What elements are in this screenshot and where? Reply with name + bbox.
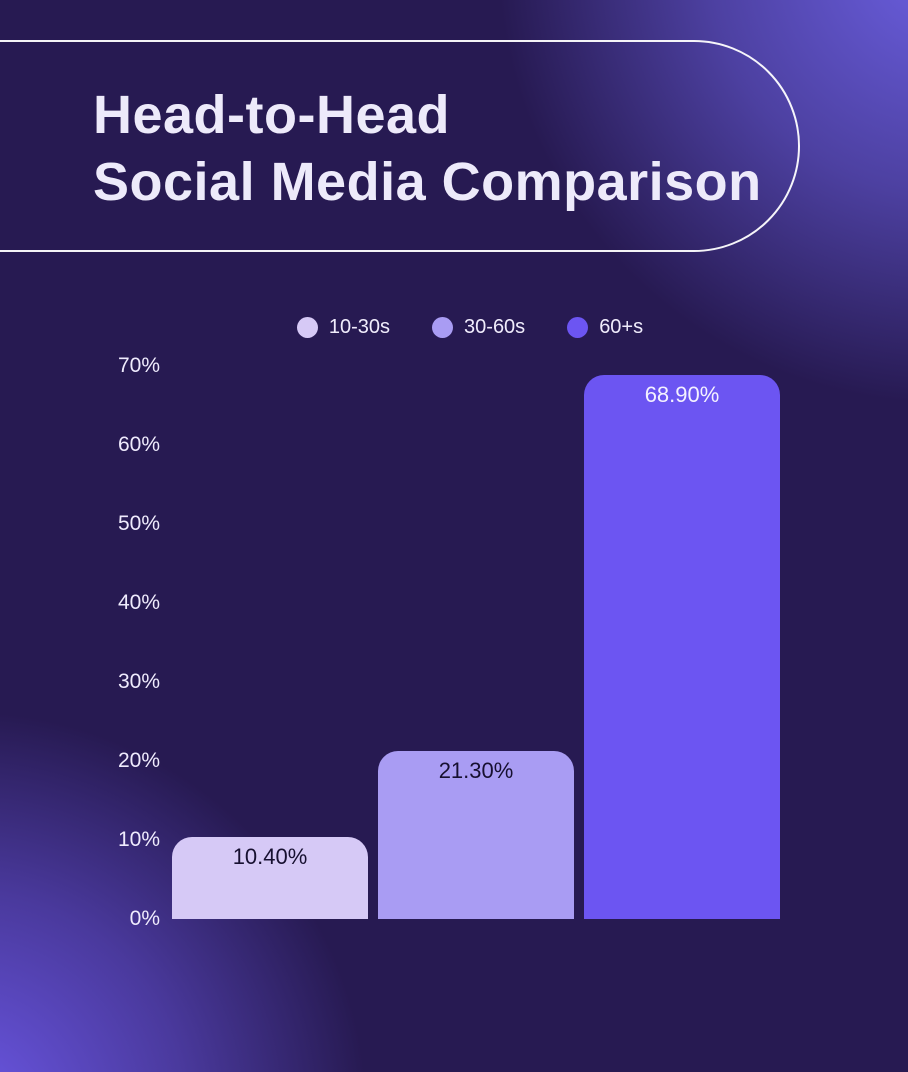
header-outline-pill (0, 40, 800, 252)
bar-value-label: 21.30% (438, 757, 514, 783)
legend-item-10-30s: 10-30s (296, 316, 391, 339)
legend-item-60plus: 60+s (567, 316, 643, 339)
bar-30-60s: 21.30% (378, 750, 574, 919)
bar-10-30s: 10.40% (172, 836, 368, 919)
page-title-line1: Head-to-Head (93, 85, 451, 145)
legend-dot-icon (296, 317, 318, 338)
y-tick-30: 30% (117, 670, 160, 693)
legend-dot-icon (432, 317, 454, 338)
legend-label: 60+s (599, 316, 644, 338)
legend-label: 30-60s (464, 316, 526, 338)
legend-item-30-60s: 30-60s (432, 316, 525, 339)
y-tick-10: 10% (117, 828, 160, 851)
y-tick-60: 60% (117, 433, 160, 456)
y-tick-70: 70% (117, 354, 160, 377)
bar-value-label: 10.40% (232, 843, 308, 869)
page-title: Head-to-Head Social Media Comparison (93, 82, 762, 216)
y-tick-0: 0% (129, 907, 160, 930)
bar-value-label: 68.90% (644, 381, 720, 407)
y-tick-20: 20% (117, 749, 160, 772)
y-tick-40: 40% (117, 591, 160, 614)
y-tick-50: 50% (117, 512, 160, 535)
legend-label: 10-30s (328, 316, 391, 338)
chart-legend: 10-30s 30-60s 60+s (160, 316, 780, 339)
bar-60plus: 68.90% (584, 374, 780, 919)
legend-dot-icon (567, 317, 589, 338)
page-title-line2: Social Media Comparison (93, 152, 762, 212)
